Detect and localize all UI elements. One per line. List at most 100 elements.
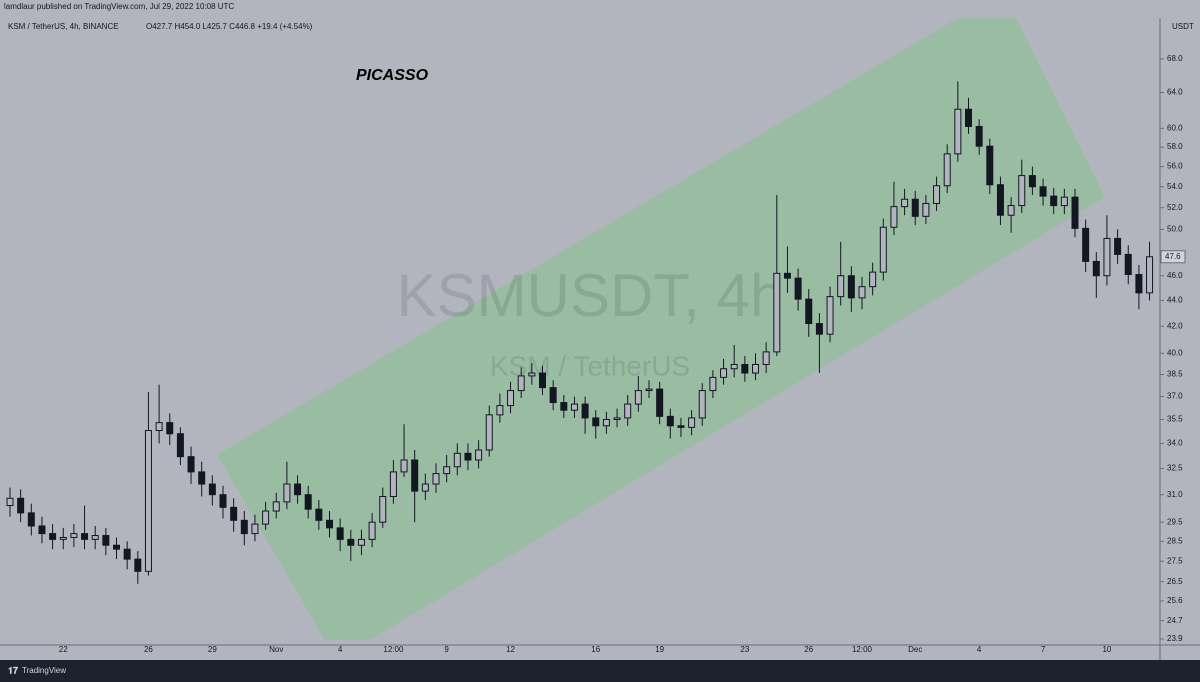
candle-body [1028,175,1036,188]
x-tick-label: 16 [591,645,600,654]
candle-body [911,198,919,217]
candle-body [826,296,834,335]
candle-body [411,459,419,492]
candle-body [421,483,429,492]
y-tick-label: 31.0 [1167,490,1183,499]
candle-body [262,510,270,525]
x-tick-label: 7 [1041,645,1046,654]
publisher: lamdlaur published on TradingView.com, J… [4,2,234,11]
x-tick-label: 23 [740,645,749,654]
candle-body [677,425,685,428]
footer-bar [0,660,1200,682]
candle-body [294,483,302,496]
y-tick-label: 32.5 [1167,464,1183,473]
candle-body [1114,237,1122,255]
candle-body [954,108,962,155]
y-tick-label: 54.0 [1167,182,1183,191]
y-tick-label: 27.5 [1167,556,1183,565]
candle-body [17,497,25,514]
candle-body [762,351,770,365]
candle-body [134,558,142,572]
candle-body [858,286,866,299]
candle-body [720,368,728,378]
x-tick-label: 4 [338,645,343,654]
y-tick-label: 34.0 [1167,439,1183,448]
candle-body [901,198,909,208]
candle-body [730,363,738,370]
candle-body [336,527,344,540]
candle-body [6,497,14,507]
candle-body [102,535,110,546]
x-tick-label: 19 [655,645,664,654]
candle-body [49,533,57,540]
candle-body [741,363,749,374]
x-tick-label: 26 [804,645,813,654]
candle-body [805,298,813,325]
ohlc: O427.7 H454.0 L425.7 C446.8 +19.4 (+4.54… [146,22,313,31]
candle-body [38,525,46,535]
candle-body [922,202,930,217]
candle-body [443,466,451,475]
candle-body [539,372,546,389]
x-tick-label: 12:00 [383,645,404,654]
candle-body [794,277,802,300]
candle-body [1135,274,1143,294]
watermark: KSMUSDT, 4h [397,262,784,329]
y-tick-label: 26.5 [1167,577,1183,586]
candle-body [666,415,674,427]
price-label-box [1160,250,1186,264]
y-tick-label: 23.9 [1167,634,1183,643]
annotation: PICASSO [356,67,429,84]
footer-brand: TradingView [22,666,66,675]
candle-body [315,508,323,521]
candle-body [815,323,823,335]
x-tick-label: Dec [908,645,922,654]
candle-body [1146,256,1154,294]
candle-body [783,272,791,279]
price-label: 47.6 [1165,252,1181,261]
candle-body [698,390,706,419]
candle-body [166,422,174,435]
candle-body [570,403,578,411]
candle-body [368,521,376,540]
candle-body [272,501,280,512]
candle-body [581,403,589,419]
candle-body [198,471,206,485]
candle-body [602,418,610,427]
y-tick-label: 50.0 [1167,225,1183,234]
candle-body [592,417,600,427]
y-tick-label: 64.0 [1167,88,1183,97]
y-tick-label: 58.0 [1167,142,1183,151]
candle-body [634,390,642,405]
y-unit: USDT [1172,22,1194,31]
candle-body [549,387,557,404]
candle-body [485,414,493,451]
candle-body [847,275,855,299]
candle-body [688,417,696,428]
candle-body [59,536,67,540]
candle-body [283,483,291,503]
candle-body [613,417,621,420]
y-tick-label: 56.0 [1167,162,1183,171]
candle-body [70,533,78,538]
candle-body [176,433,184,458]
candle-body [326,519,333,529]
candle-body [1092,260,1100,277]
plot [6,81,1154,584]
candle-body [1103,237,1111,277]
candle-body [943,153,951,187]
candle-body [464,452,472,461]
tv-logo: 𝟏𝟕 [8,665,18,675]
candle-body [113,544,120,550]
candle-body [347,538,355,546]
x-tick-label: 29 [208,645,217,654]
candle-body [1124,253,1132,276]
symbol: KSM / TetherUS, 4h, BINANCE [8,22,119,31]
candle-body [890,206,898,228]
candle-body [1071,196,1079,229]
candle-body [187,456,195,473]
candle-body [996,184,1004,216]
x-tick-label: 10 [1102,645,1111,654]
x-tick-label: 12:00 [852,645,873,654]
